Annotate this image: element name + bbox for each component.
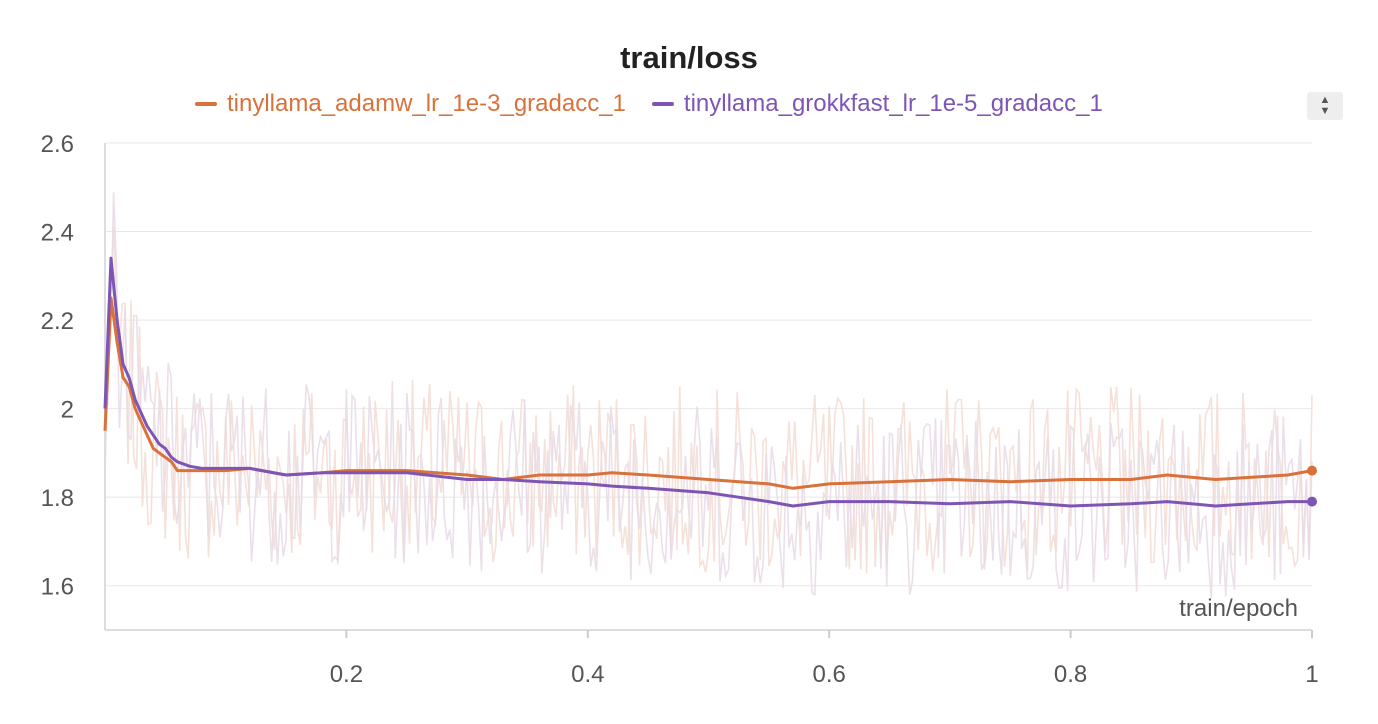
- y-tick-label-0: 1.6: [41, 574, 74, 601]
- chevron-down-icon: ▼: [1319, 105, 1331, 117]
- x-tick-label-1: 0.4: [571, 661, 604, 688]
- x-tick-label-2: 0.6: [813, 661, 846, 688]
- x-tick-label-3: 0.8: [1054, 661, 1087, 688]
- legend-swatch-adamw: [195, 102, 217, 106]
- chevron-up-icon: ▲: [1319, 94, 1331, 106]
- legend-label-grokkfast: tinyllama_grokkfast_lr_1e-5_gradacc_1: [683, 90, 1103, 117]
- y-tick-label-3: 2.2: [41, 308, 74, 335]
- legend: tinyllama_adamw_lr_1e-3_gradacc_1 tinyll…: [195, 90, 1103, 118]
- series-lines: [103, 256, 1317, 508]
- legend-item-adamw[interactable]: tinyllama_adamw_lr_1e-3_gradacc_1: [195, 90, 626, 118]
- legend-item-grokkfast[interactable]: tinyllama_grokkfast_lr_1e-5_gradacc_1: [651, 90, 1103, 118]
- y-tick-label-1: 1.8: [41, 485, 74, 512]
- x-tick-label-4: 1: [1305, 661, 1318, 688]
- chart-title: train/loss: [620, 40, 758, 75]
- raw-trace-1: [104, 192, 1313, 599]
- series-end-point-1[interactable]: [1307, 496, 1317, 507]
- x-axis-label: train/epoch: [1179, 595, 1298, 622]
- legend-scroll-button[interactable]: ▲ ▼: [1307, 92, 1343, 120]
- legend-label-adamw: tinyllama_adamw_lr_1e-3_gradacc_1: [227, 90, 626, 117]
- raw-noise-lines: [104, 192, 1313, 599]
- raw-trace-0: [104, 226, 1313, 574]
- legend-swatch-grokkfast: [651, 102, 674, 106]
- series-end-point-0[interactable]: [1307, 465, 1317, 476]
- y-tick-label-4: 2.4: [41, 220, 74, 247]
- series-line-1[interactable]: [103, 256, 1312, 508]
- x-tick-label-0: 0.2: [330, 661, 363, 688]
- y-tick-label-5: 2.6: [41, 131, 74, 158]
- series-line-0[interactable]: [103, 296, 1313, 490]
- tick-labels: 1.6 1.8 2 2.2 2.4 2.6 0.2 0.4 0.6 0.8 1 train/epoch: [41, 131, 1319, 688]
- y-tick-label-2: 2: [61, 397, 74, 424]
